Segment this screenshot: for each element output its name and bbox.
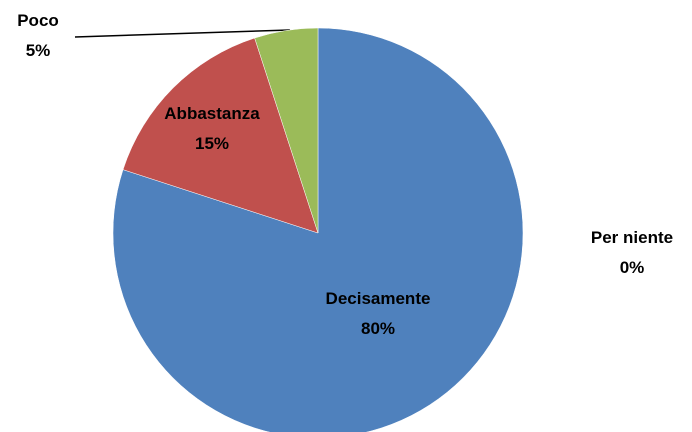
slice-label: Abbastanza 15% — [164, 104, 260, 153]
slice-category: Per niente — [591, 228, 673, 247]
slice-category: Poco — [17, 11, 59, 30]
leader-line — [74, 29, 291, 38]
slice-value: 80% — [361, 319, 395, 338]
slice-value: 15% — [195, 134, 229, 153]
slice-value: 0% — [620, 258, 645, 277]
slice-label: Decisamente 80% — [326, 289, 431, 338]
slice-value: 5% — [26, 41, 51, 60]
pie-slice — [254, 27, 319, 234]
slice-category: Decisamente — [326, 289, 431, 308]
slice-category: Abbastanza — [164, 104, 260, 123]
slice-label: Per niente 0% — [591, 228, 673, 277]
pie-slice — [122, 37, 319, 234]
slice-label: Poco 5% — [17, 11, 59, 60]
